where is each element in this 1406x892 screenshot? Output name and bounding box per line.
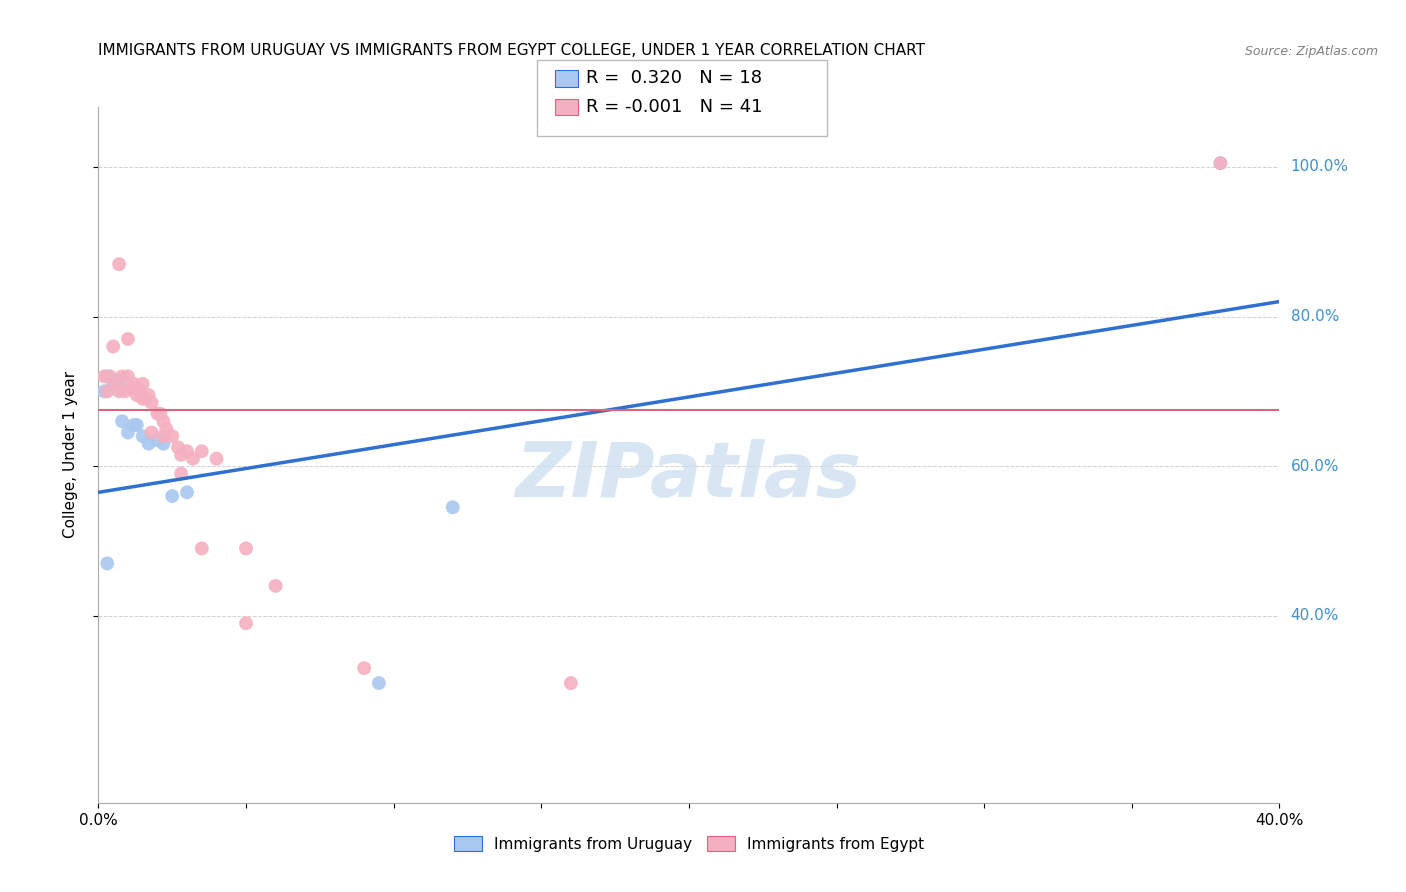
Point [181,451,204,466]
Point [117,425,139,440]
Point [132,429,155,443]
Point [191,541,214,556]
Point [96,369,118,384]
Text: R =  0.320   N = 18: R = 0.320 N = 18 [586,70,762,87]
Point [96,557,118,571]
Point [132,392,155,406]
Point [114,384,136,399]
Point [170,467,193,481]
Text: IMMIGRANTS FROM URUGUAY VS IMMIGRANTS FROM EGYPT COLLEGE, UNDER 1 YEAR CORRELATI: IMMIGRANTS FROM URUGUAY VS IMMIGRANTS FR… [98,43,925,58]
Point [125,388,148,402]
Text: 80.0%: 80.0% [1291,309,1339,324]
Point [111,414,134,428]
Point [191,444,214,458]
Point [162,489,183,503]
Point [162,429,183,443]
Point [138,436,160,450]
Point [353,661,375,675]
Point [170,448,193,462]
Point [135,392,157,406]
Point [125,417,148,432]
Point [93,384,115,399]
Point [155,422,177,436]
Point [105,376,128,391]
Point [117,332,139,346]
Point [146,433,169,447]
Point [98,369,121,384]
Point [96,384,118,399]
Point [103,376,125,391]
Text: Source: ZipAtlas.com: Source: ZipAtlas.com [1244,45,1378,58]
Point [117,369,139,384]
Point [146,407,169,421]
Point [108,257,131,271]
Y-axis label: College, Under 1 year: College, Under 1 year [63,371,77,539]
Text: 100.0%: 100.0% [1291,160,1348,175]
Point [103,339,125,353]
Point [235,541,257,556]
Point [93,369,115,384]
Point [120,381,142,395]
Text: 60.0%: 60.0% [1291,458,1339,474]
Point [176,485,198,500]
Point [122,417,145,432]
Point [235,616,257,631]
Text: R = -0.001   N = 41: R = -0.001 N = 41 [586,98,763,116]
Point [152,436,174,450]
Point [368,676,391,690]
Point [1209,156,1232,170]
Point [111,369,134,384]
Point [108,384,131,399]
Text: 40.0%: 40.0% [1291,608,1339,624]
Point [152,429,174,443]
Text: ZIPatlas: ZIPatlas [516,439,862,513]
Point [138,388,160,402]
Point [122,376,145,391]
Point [149,407,172,421]
Point [108,373,131,387]
Point [264,579,287,593]
Point [128,384,150,399]
Point [1209,156,1232,170]
Point [141,395,163,409]
Point [167,441,190,455]
Legend: Immigrants from Uruguay, Immigrants from Egypt: Immigrants from Uruguay, Immigrants from… [449,830,929,858]
Point [152,414,174,428]
Point [141,425,163,440]
Point [132,376,155,391]
Point [176,444,198,458]
Point [205,451,228,466]
Point [560,676,582,690]
Point [441,500,464,515]
